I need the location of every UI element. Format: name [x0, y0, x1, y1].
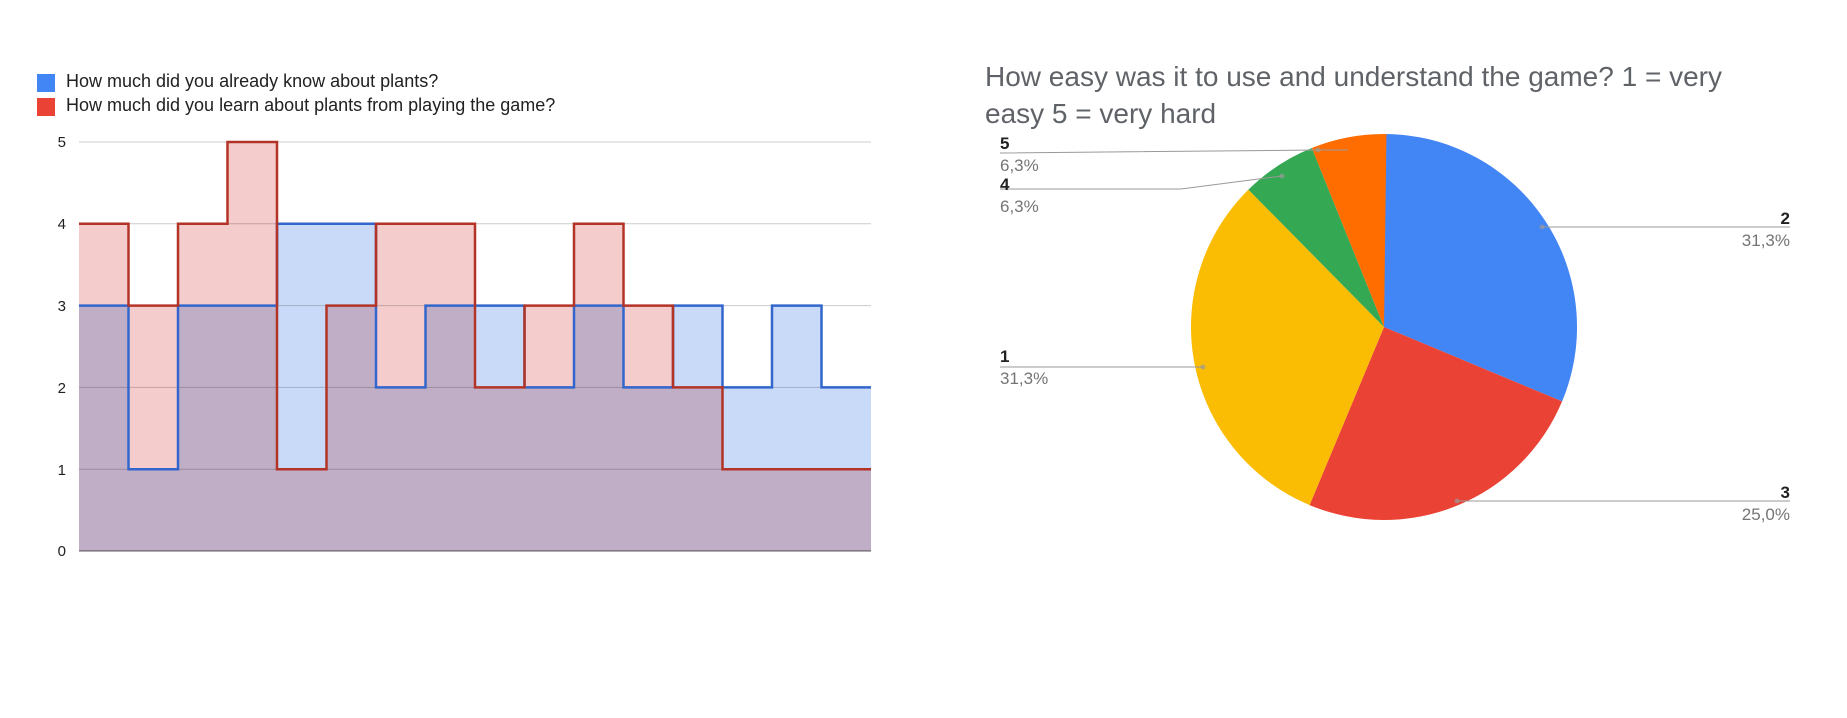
svg-text:1: 1	[1000, 347, 1009, 366]
svg-text:31,3%: 31,3%	[1000, 369, 1048, 388]
svg-text:3: 3	[1781, 483, 1790, 502]
svg-text:25,0%: 25,0%	[1742, 505, 1790, 524]
svg-text:4: 4	[1000, 175, 1010, 194]
svg-text:31,3%: 31,3%	[1742, 231, 1790, 250]
svg-text:5: 5	[1000, 134, 1009, 153]
svg-text:2: 2	[1781, 209, 1790, 228]
svg-text:6,3%: 6,3%	[1000, 156, 1039, 175]
svg-text:6,3%: 6,3%	[1000, 197, 1039, 216]
